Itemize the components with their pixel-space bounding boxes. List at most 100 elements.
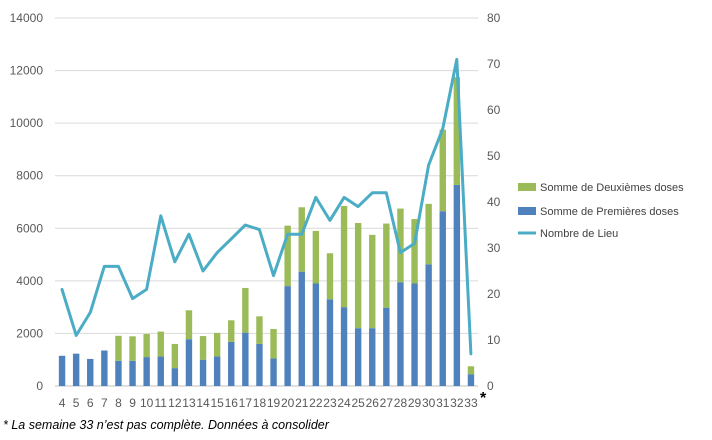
x-tick-label: 10 [140, 396, 154, 410]
left-axis-ticks: 0 2000 4000 6000 8000 10000 12000 14000 [10, 11, 44, 393]
bar-first-doses [256, 343, 263, 386]
bar-first-doses [101, 350, 108, 386]
bar-second-doses [439, 129, 446, 212]
bar-second-doses [143, 333, 150, 358]
bar-first-doses [242, 332, 249, 386]
x-tick-label: 9 [129, 396, 136, 410]
bar-second-doses [326, 253, 334, 300]
x-tick-label: 16 [225, 396, 239, 410]
y-right-tick-label: 40 [487, 195, 501, 209]
bar-first-doses [383, 307, 390, 386]
bar-first-doses [369, 328, 376, 386]
bar-first-doses [425, 264, 432, 386]
bar-first-doses [199, 359, 207, 386]
bar-second-doses [354, 223, 362, 329]
bar-second-doses [369, 234, 376, 329]
x-tick-label: 11 [155, 396, 168, 410]
x-tick-label: 7 [101, 396, 108, 410]
legend-swatch-second-doses [518, 183, 536, 191]
bar-first-doses [157, 356, 164, 386]
y-right-tick-label: 70 [487, 57, 501, 71]
bar-second-doses [425, 203, 432, 265]
bar-second-doses [411, 219, 418, 284]
bar-first-doses [354, 328, 362, 386]
bar-second-doses [312, 230, 320, 284]
legend: Somme de Deuxièmes doses Somme de Premièr… [518, 182, 684, 240]
bar-first-doses [453, 184, 461, 386]
footnote: * La semaine 33 n’est pas complète. Donn… [3, 418, 329, 432]
bar-second-doses [256, 316, 263, 344]
x-tick-label: 5 [73, 396, 80, 410]
bar-first-doses [72, 353, 80, 386]
bar-first-doses [298, 271, 305, 386]
legend-swatch-first-doses [518, 207, 536, 215]
x-tick-label: 17 [239, 396, 253, 410]
bar-second-doses [467, 366, 475, 375]
bar-first-doses [411, 283, 418, 386]
x-tick-label: 31 [436, 396, 450, 410]
x-tick-label: 13 [182, 396, 196, 410]
bar-first-doses [213, 356, 221, 386]
bar-second-doses [298, 207, 305, 272]
bar-first-doses [87, 358, 94, 386]
bar-second-doses [213, 332, 221, 357]
y-left-tick-label: 2000 [16, 326, 43, 340]
x-tick-label: 21 [295, 396, 309, 410]
bar-second-doses [270, 328, 277, 359]
x-tick-label: 20 [281, 396, 295, 410]
y-right-tick-label: 60 [487, 103, 501, 117]
x-tick-label: 18 [253, 396, 267, 410]
bar-series [58, 77, 475, 386]
x-tick-label: 33 [464, 396, 478, 410]
bar-second-doses [129, 336, 136, 361]
y-right-tick-label: 50 [487, 149, 501, 163]
bar-second-doses [115, 335, 122, 361]
x-tick-label: 8 [115, 396, 122, 410]
bar-first-doses [397, 282, 404, 386]
x-tick-label: 24 [337, 396, 351, 410]
x-tick-label: 6 [87, 396, 94, 410]
bar-second-doses [228, 320, 235, 342]
y-right-tick-label: 30 [487, 241, 501, 255]
x-tick-label: 27 [380, 396, 394, 410]
x-tick-label: 30 [422, 396, 436, 410]
bar-first-doses [129, 360, 136, 386]
bar-first-doses [171, 368, 179, 386]
y-right-tick-label: 20 [487, 287, 501, 301]
bar-first-doses [312, 283, 320, 386]
bar-first-doses [340, 307, 348, 386]
y-left-tick-label: 12000 [10, 64, 44, 78]
right-axis-ticks: 0 10 20 30 40 50 60 70 80 [487, 11, 501, 393]
x-tick-label: 12 [168, 396, 182, 410]
legend-label: Somme de Deuxièmes doses [540, 182, 684, 194]
x-tick-label: 15 [210, 396, 224, 410]
bar-second-doses [199, 336, 207, 360]
bar-first-doses [270, 358, 277, 386]
x-tick-label: 32 [450, 396, 464, 410]
bar-second-doses [383, 223, 390, 308]
y-left-tick-label: 4000 [16, 274, 43, 288]
x-tick-label: 29 [408, 396, 422, 410]
asterisk-annotation: * [480, 390, 487, 407]
x-tick-label: 28 [394, 396, 408, 410]
y-right-tick-label: 80 [487, 11, 501, 25]
legend-label: Nombre de Lieu [540, 228, 618, 240]
bar-first-doses [439, 211, 446, 386]
bar-second-doses [284, 225, 291, 287]
y-right-tick-label: 0 [487, 379, 494, 393]
x-tick-label: 23 [323, 396, 337, 410]
bar-second-doses [453, 77, 461, 185]
y-left-tick-label: 14000 [10, 11, 44, 25]
bar-second-doses [185, 310, 193, 340]
x-tick-label: 26 [366, 396, 380, 410]
bar-second-doses [157, 331, 164, 357]
bar-second-doses [340, 205, 348, 308]
y-left-tick-label: 0 [36, 379, 43, 393]
x-tick-label: 22 [309, 396, 323, 410]
x-tick-label: 25 [351, 396, 365, 410]
bar-first-doses [115, 360, 122, 386]
bar-first-doses [143, 357, 150, 386]
bar-first-doses [326, 299, 334, 386]
x-tick-label: 14 [196, 396, 210, 410]
